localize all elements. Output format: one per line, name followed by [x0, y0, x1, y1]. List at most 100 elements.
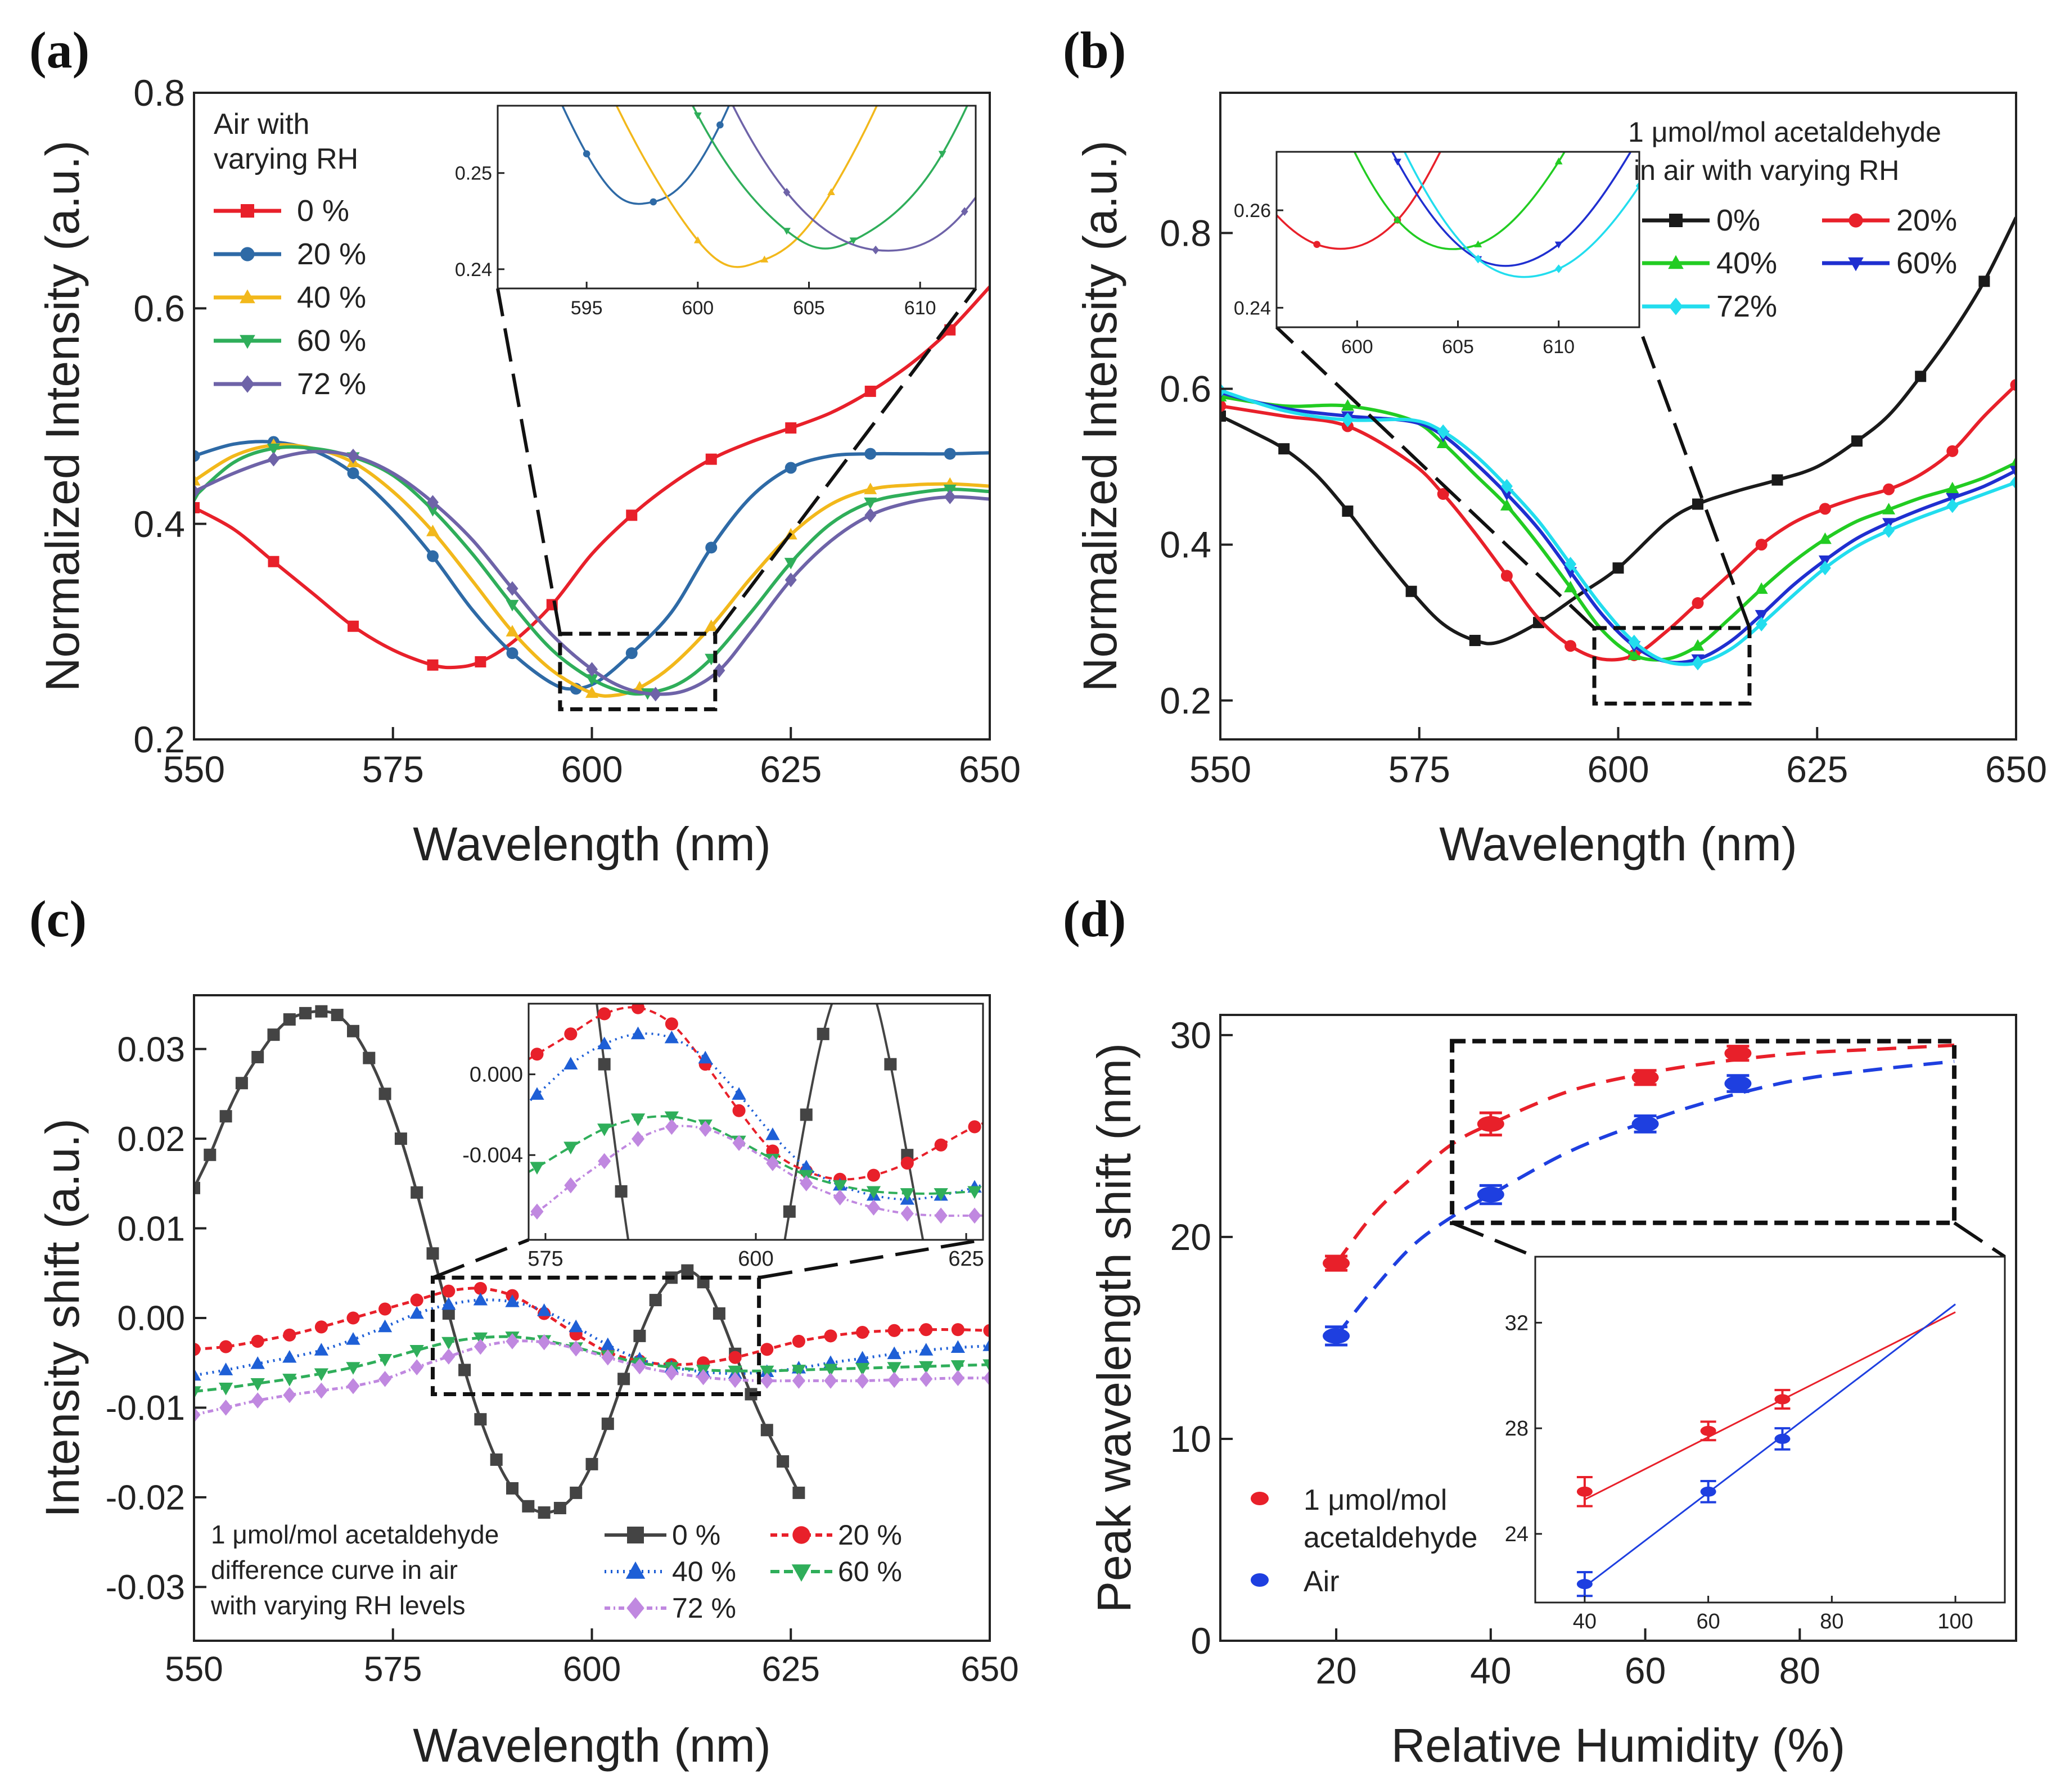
data-point — [194, 1367, 201, 1381]
legend-label: 0 % — [672, 1519, 720, 1551]
data-point — [834, 977, 846, 990]
x-tick-label: 625 — [762, 1650, 820, 1689]
x-tick-label: 575 — [364, 1650, 422, 1689]
data-point — [378, 1302, 392, 1316]
y-tick-label: -0.02 — [106, 1479, 185, 1518]
data-point — [314, 1382, 328, 1399]
data-point — [982, 1359, 990, 1373]
linear-fit-line — [1584, 1303, 1956, 1588]
data-point — [480, 386, 493, 398]
inset-y-tick-label: 24 — [1505, 1523, 1529, 1546]
data-point — [1474, 240, 1482, 247]
data-point — [1946, 498, 1959, 513]
inset-x-tick-label: 600 — [1341, 336, 1373, 358]
data-point — [1500, 570, 1513, 582]
x-tick-label: 650 — [961, 1650, 1018, 1689]
data-point — [1475, 70, 1482, 78]
inset-background — [498, 106, 976, 288]
data-point — [1628, 634, 1640, 649]
data-point — [463, 1088, 476, 1101]
inset-plot-area — [910, 22, 1639, 278]
data-point — [1469, 635, 1481, 647]
data-point — [791, 1365, 806, 1378]
data-point — [693, 236, 702, 243]
data-point — [716, 121, 724, 129]
data-point — [538, 1506, 551, 1519]
data-point — [395, 1170, 409, 1183]
inset-data-point — [1576, 1476, 1593, 1507]
legend-entry: 60 % — [770, 1556, 902, 1587]
x-tick-label: 60 — [1625, 1650, 1666, 1691]
data-point — [267, 444, 280, 455]
inset-x-tick-label: 60 — [1696, 1610, 1720, 1633]
data-point — [1233, 158, 1240, 165]
data-point — [910, 22, 917, 29]
data-point — [442, 1348, 456, 1365]
inset-y-tick-label: 32 — [1505, 1311, 1529, 1335]
data-point — [631, 1004, 645, 1014]
data-point — [347, 448, 359, 463]
data-point — [732, 1087, 746, 1100]
inset: 40 60 80 100 24 28 32 — [1505, 1256, 2006, 1633]
data-point — [251, 1051, 264, 1064]
zoom-connector — [759, 1238, 984, 1280]
data-point — [856, 1325, 869, 1339]
data-point — [800, 1108, 813, 1121]
legend-label: 40 % — [672, 1556, 736, 1587]
data-point — [887, 1324, 901, 1337]
data-point — [705, 541, 718, 554]
linear-fit-line — [1584, 1311, 1956, 1501]
data-point — [823, 1364, 838, 1377]
data-point — [204, 1148, 217, 1161]
data-point — [538, 1334, 551, 1351]
x-tick-label: 600 — [561, 748, 623, 790]
series-line-20 — [194, 440, 990, 691]
data-point — [377, 1319, 393, 1333]
data-point — [952, 1391, 964, 1403]
data-point — [1437, 488, 1449, 500]
legend-entry: 72 % — [605, 1592, 736, 1624]
data-point — [1691, 639, 1705, 651]
data-point — [282, 1374, 297, 1387]
data-point — [919, 1371, 933, 1387]
data-point — [665, 1452, 678, 1464]
data-point — [625, 647, 638, 660]
inset-plot-area — [561, 106, 976, 268]
zoom-connector — [1953, 1221, 2006, 1258]
data-point — [329, 775, 341, 788]
data-point — [682, 1492, 695, 1504]
data-point — [784, 462, 797, 474]
data-point — [1341, 412, 1354, 427]
data-point — [251, 1392, 264, 1409]
data-point — [817, 1027, 829, 1040]
data-point — [864, 482, 877, 494]
data-point — [475, 656, 486, 667]
inset: 575 600 625 -0.004 0.000 — [328, 382, 1083, 1504]
panel-c: (c) 575 600 625 -0.004 0.000 550 575 600 625 650 -0… — [29, 382, 1083, 1772]
data-point — [377, 1353, 393, 1367]
data-point — [1692, 597, 1704, 610]
legend-title: 1 μmol/mol acetaldehyde — [1628, 116, 1941, 148]
data-point — [633, 1358, 646, 1375]
data-point — [951, 1323, 964, 1337]
inset-x-tick-label: 605 — [1442, 336, 1474, 358]
data-point — [665, 1017, 678, 1031]
data-point — [328, 1196, 342, 1209]
data-point — [1819, 561, 1831, 576]
legend-entry: 20 % — [770, 1519, 902, 1551]
y-tick-label: 10 — [1170, 1418, 1211, 1460]
data-point — [732, 1135, 746, 1151]
data-point — [396, 1252, 409, 1269]
data-point — [282, 1349, 297, 1363]
data-point — [950, 1360, 966, 1373]
data-point — [1068, 1180, 1083, 1193]
inset-x-tick-label: 40 — [1573, 1610, 1597, 1633]
data-point — [331, 1009, 344, 1022]
data-point — [447, 382, 459, 394]
series-line-72 — [194, 1339, 990, 1416]
legend-label: 60 % — [297, 324, 366, 358]
x-tick-label: 625 — [760, 748, 822, 790]
point-marker — [1576, 1579, 1593, 1590]
data-point — [1002, 1208, 1015, 1224]
zoom-connector — [1451, 1221, 1536, 1258]
